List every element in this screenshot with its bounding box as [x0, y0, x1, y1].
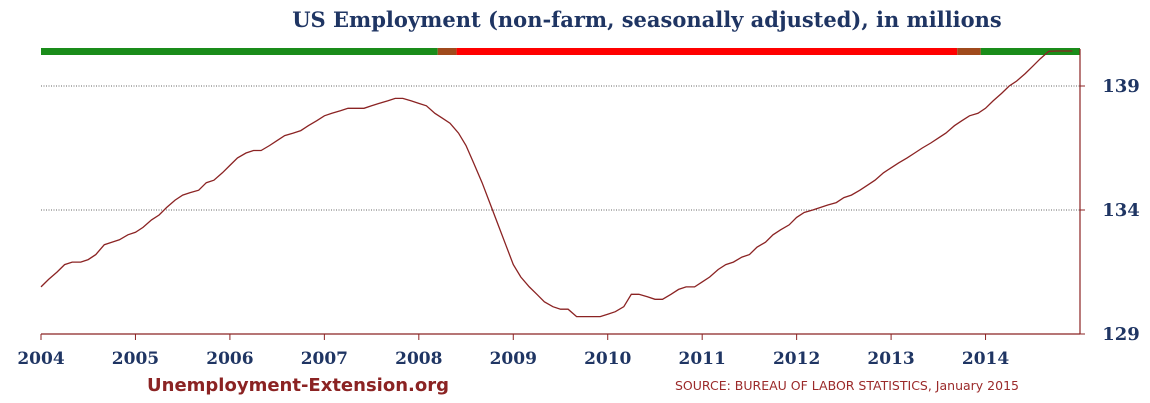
top-bar-segment-0	[41, 48, 438, 55]
source-label: SOURCE: BUREAU OF LABOR STATISTICS, Janu…	[675, 378, 1019, 393]
y-tick-label: 129	[1102, 324, 1140, 345]
x-tick-label: 2014	[962, 349, 1009, 369]
top-bar-segment-3	[957, 48, 981, 55]
x-tick-label: 2013	[867, 349, 914, 369]
brand-label[interactable]: Unemployment-Extension.org	[147, 375, 449, 396]
gridlines	[41, 85, 1080, 211]
x-tick-label: 2012	[773, 349, 820, 369]
top-bar-segment-4	[980, 48, 1080, 55]
x-tick-labels: 2004 2005 2006 2007 2008 2009 2010 2011 2012 2013…	[17, 349, 1009, 369]
axes	[40, 49, 1085, 340]
top-bar-segment-2	[456, 48, 958, 55]
y-tick-label: 139	[1102, 76, 1140, 97]
top-status-bar	[41, 48, 1080, 55]
x-tick-label: 2007	[301, 349, 348, 369]
y-tick-label: 134	[1102, 200, 1140, 221]
x-tick-label: 2008	[395, 349, 442, 369]
top-bar-segment-1	[437, 48, 457, 55]
x-tick-label: 2009	[490, 349, 537, 369]
chart-title: US Employment (non-farm, seasonally adju…	[292, 7, 1002, 32]
employment-line	[40, 50, 1073, 318]
x-tick-label: 2011	[679, 349, 726, 369]
x-tick-label: 2004	[17, 349, 64, 369]
x-tick-label: 2010	[584, 349, 631, 369]
x-tick-label: 2005	[112, 349, 159, 369]
y-tick-labels: 129 134 139	[1102, 76, 1140, 345]
x-tick-label: 2006	[206, 349, 253, 369]
